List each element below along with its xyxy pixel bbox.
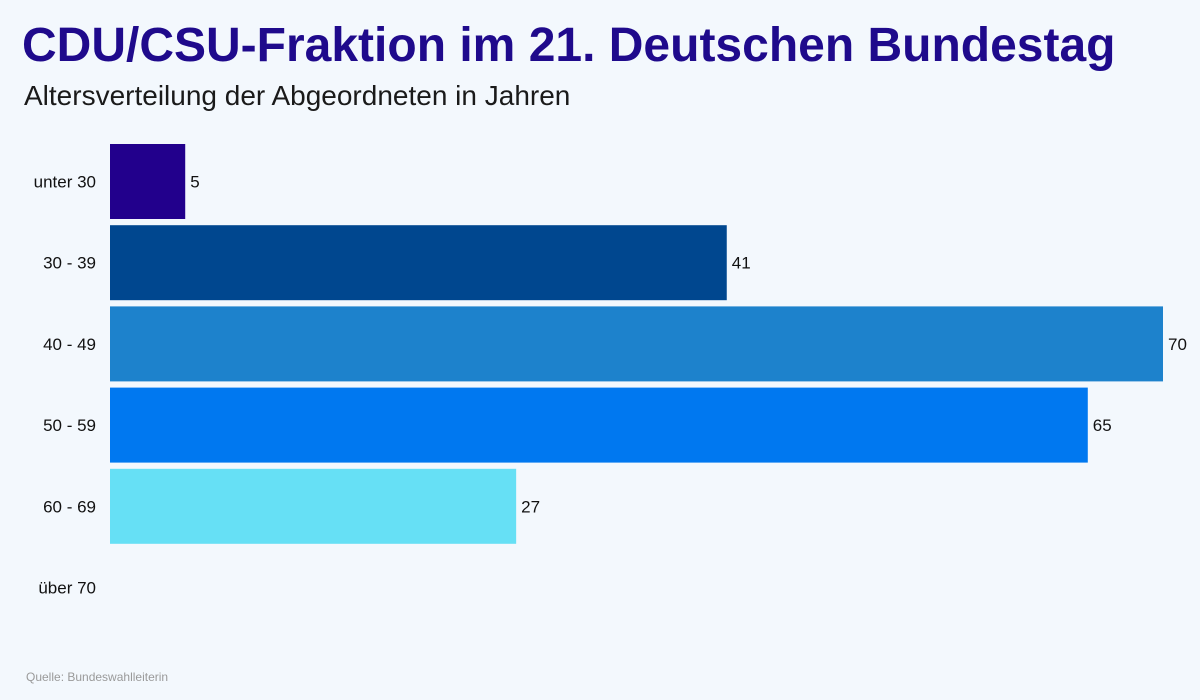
value-label: 27 xyxy=(521,497,540,516)
category-label: unter 30 xyxy=(34,173,96,192)
value-label: 5 xyxy=(190,173,199,192)
chart-subtitle: Altersverteilung der Abgeordneten in Jah… xyxy=(24,80,571,111)
category-label: 30 - 39 xyxy=(43,254,96,273)
value-label: 70 xyxy=(1168,335,1187,354)
bar xyxy=(110,144,186,219)
source-note: Quelle: Bundeswahlleiterin xyxy=(26,670,169,684)
bar xyxy=(110,306,1163,382)
bars-layer: unter 30 5 30 - 39 41 40 - 49 70 50 - 59 65 60 -… xyxy=(34,144,1187,598)
category-label: 50 - 59 xyxy=(43,416,96,435)
category-label: 40 - 49 xyxy=(43,335,96,354)
bar xyxy=(110,387,1088,463)
value-label: 41 xyxy=(732,254,751,273)
value-label: 65 xyxy=(1093,416,1112,435)
category-label: 60 - 69 xyxy=(43,497,96,516)
bar xyxy=(110,468,517,544)
bar xyxy=(110,225,727,301)
chart-title: CDU/CSU-Fraktion im 21. Deutschen Bundes… xyxy=(22,19,1116,72)
category-label: über 70 xyxy=(38,579,96,598)
